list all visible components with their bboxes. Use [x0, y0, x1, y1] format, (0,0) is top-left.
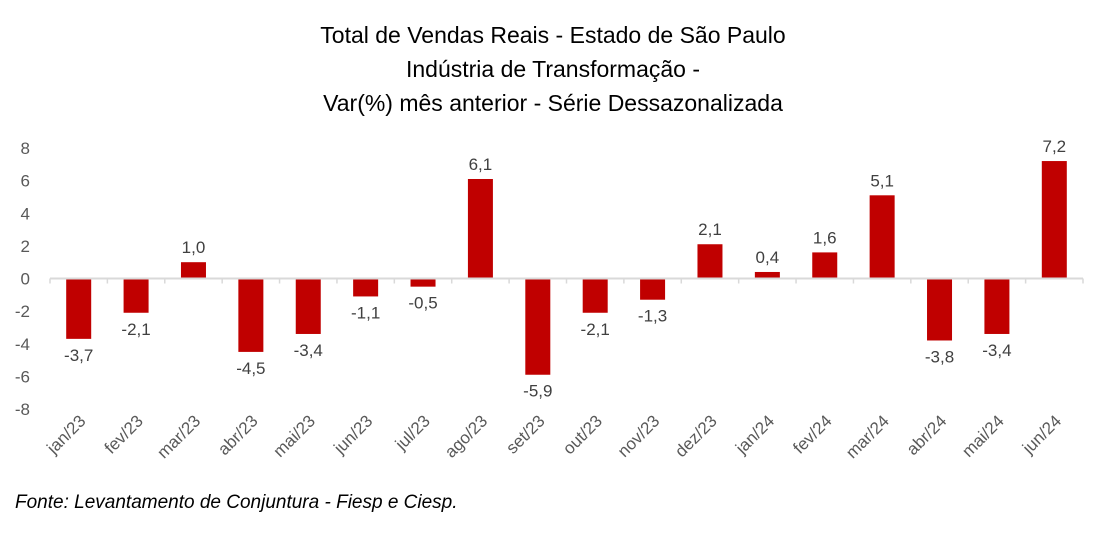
data-label: 1,0	[182, 238, 206, 257]
category-label: jan/23	[43, 411, 90, 458]
category-label: mar/23	[153, 411, 204, 462]
data-label: -4,5	[236, 359, 265, 378]
category-label: jun/23	[330, 411, 377, 458]
bar	[927, 278, 953, 341]
bar	[582, 278, 608, 313]
y-tick-label: 6	[21, 172, 30, 191]
category-label: nov/23	[614, 411, 664, 461]
data-label: -1,1	[351, 303, 380, 322]
bar	[697, 244, 723, 279]
category-label: out/23	[559, 411, 606, 458]
bar-chart: 8 6 4 2 0 -2 -4 -6 -8 -3,7 -2,1 1,0 -4,5 -3,4 -1,1 -0,…	[15, 137, 1084, 462]
bar	[353, 278, 379, 297]
data-label: -0,5	[408, 294, 437, 313]
category-label: mar/24	[842, 411, 893, 462]
bar	[467, 178, 493, 279]
y-axis: 8 6 4 2 0 -2 -4 -6 -8	[15, 139, 30, 419]
chart-title-line-1: Total de Vendas Reais - Estado de São Pa…	[320, 22, 786, 48]
data-label: -3,7	[64, 346, 93, 365]
chart-title: Total de Vendas Reais - Estado de São Pa…	[0, 18, 1106, 120]
bar	[812, 252, 838, 279]
bar	[410, 278, 436, 287]
category-label: mai/23	[270, 411, 320, 461]
category-label: jul/23	[391, 411, 434, 454]
category-label: jun/24	[1018, 411, 1065, 458]
category-label: fev/23	[101, 411, 147, 457]
data-label: 0,4	[756, 248, 780, 267]
category-labels: jan/23 fev/23 mar/23 abr/23 mai/23 jun/23 jul/…	[43, 411, 1066, 462]
bar	[66, 278, 92, 339]
bar	[1041, 161, 1067, 279]
bar	[754, 271, 780, 279]
bar	[984, 278, 1010, 334]
y-tick-label: 4	[21, 204, 30, 223]
data-label: -3,4	[982, 341, 1011, 360]
data-label: -2,1	[581, 320, 610, 339]
category-label: set/23	[502, 411, 548, 457]
y-tick-label: 8	[21, 139, 30, 158]
data-label: -3,4	[294, 341, 323, 360]
bar	[640, 278, 666, 300]
y-tick-label: -8	[15, 400, 30, 419]
category-label: mai/24	[958, 411, 1008, 461]
bar	[869, 195, 895, 279]
data-label: 5,1	[870, 171, 894, 190]
category-label: dez/23	[671, 411, 721, 461]
data-labels: -3,7 -2,1 1,0 -4,5 -3,4 -1,1 -0,5 6,1 -5,9 -2,1 -1…	[64, 137, 1066, 401]
data-label: -1,3	[638, 307, 667, 326]
y-tick-label: -2	[15, 302, 30, 321]
bars	[66, 161, 1067, 375]
category-label: jan/24	[731, 411, 778, 458]
data-label: 1,6	[813, 228, 837, 247]
chart-title-line-2: Indústria de Transformação -	[405, 56, 701, 82]
source-note: Fonte: Levantamento de Conjuntura - Fies…	[15, 492, 458, 513]
data-label: 2,1	[698, 220, 722, 239]
data-label: 6,1	[469, 155, 493, 174]
category-label: abr/23	[214, 411, 262, 459]
y-tick-label: 0	[21, 270, 30, 289]
bar	[238, 278, 264, 352]
bar	[123, 278, 149, 313]
category-label: abr/24	[903, 411, 951, 459]
data-label: -5,9	[523, 382, 552, 401]
category-label: fev/24	[789, 411, 835, 457]
y-tick-label: -6	[15, 367, 30, 386]
category-label: ago/23	[441, 411, 491, 461]
bar	[525, 278, 551, 375]
x-axis	[49, 277, 1084, 284]
y-tick-label: -4	[15, 335, 30, 354]
data-label: -3,8	[925, 347, 954, 366]
data-label: 7,2	[1042, 137, 1066, 156]
bar	[180, 262, 206, 279]
chart-title-line-3: Var(%) mês anterior - Série Dessazonaliz…	[323, 90, 783, 116]
data-label: -2,1	[121, 320, 150, 339]
y-tick-label: 2	[21, 237, 30, 256]
bar	[295, 278, 321, 334]
